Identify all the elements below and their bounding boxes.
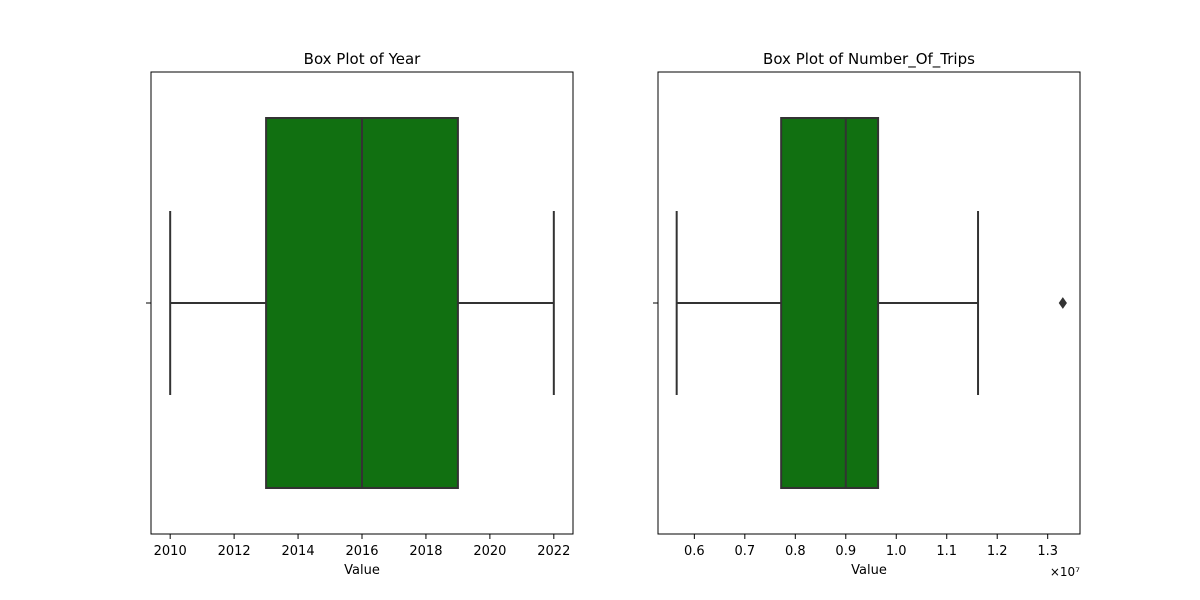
year-x-axis-ticks: 2010 2012 2014 2016 2018 2020 2022: [154, 534, 570, 559]
trips-x-axis-ticks: 0.6 0.7 0.8 0.9 1.0 1.1 1.2 1.3: [684, 534, 1058, 559]
year-box-plot: Box Plot of Year 2010 2012 2014 2016 2018 202…: [146, 50, 574, 578]
x-tick-label: 2014: [282, 544, 315, 559]
x-tick-label: 1.2: [987, 544, 1008, 559]
x-tick-label: 2020: [473, 544, 506, 559]
x-tick-label: 2018: [409, 544, 442, 559]
number-of-trips-box-plot: Box Plot of Number_Of_Trips 0.6 0.7 0.8 0.9…: [653, 50, 1081, 579]
trips-plot-marks: [675, 117, 1067, 489]
x-tick-label: 1.0: [886, 544, 907, 559]
x-tick-label: 2016: [345, 544, 378, 559]
trips-plot-title: Box Plot of Number_Of_Trips: [763, 50, 975, 69]
x-tick-label: 1.1: [936, 544, 957, 559]
year-plot-title: Box Plot of Year: [304, 50, 422, 68]
x-tick-label: 0.8: [785, 544, 806, 559]
year-plot-marks: [169, 117, 555, 489]
x-tick-label: 1.3: [1037, 544, 1058, 559]
x-tick-label: 0.6: [684, 544, 705, 559]
interquartile-box: [780, 117, 880, 489]
x-tick-label: 2012: [218, 544, 251, 559]
x-tick-label: 2022: [537, 544, 570, 559]
year-x-axis-label: Value: [344, 563, 380, 578]
trips-x-axis-label: Value: [851, 563, 887, 578]
x-tick-label: 0.7: [734, 544, 755, 559]
x-tick-label: 0.9: [835, 544, 856, 559]
x-tick-label: 2010: [154, 544, 187, 559]
trips-axis-multiplier: ×10⁷: [1050, 565, 1080, 579]
outlier-point: [1058, 297, 1067, 309]
